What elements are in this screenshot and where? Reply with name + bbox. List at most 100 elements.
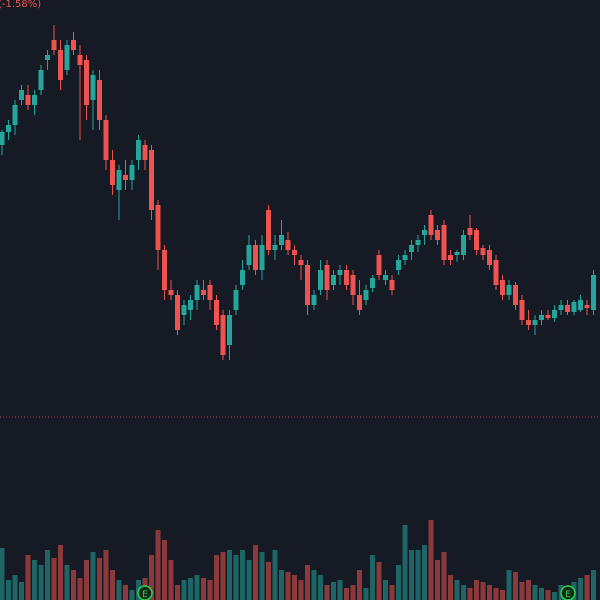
volume-bar: [168, 560, 174, 600]
volume-bar: [513, 572, 518, 600]
volume-bar: [532, 585, 538, 600]
candle-body: [591, 275, 596, 310]
candle-body: [461, 235, 466, 255]
candle-body: [233, 290, 239, 310]
candle-body: [454, 252, 460, 255]
candle-body: [136, 140, 141, 160]
candle-body: [220, 315, 226, 355]
volume-bar: [149, 555, 154, 600]
candle-body: [97, 80, 102, 120]
volume-bar: [103, 550, 109, 600]
volume-bar: [0, 548, 5, 600]
volume-bar: [389, 585, 395, 600]
volume-bar: [116, 580, 122, 600]
candle-body: [415, 240, 421, 245]
candle-body: [337, 270, 343, 275]
volume-bar: [233, 555, 239, 600]
volume-bar: [454, 580, 460, 600]
candle-body: [240, 270, 245, 285]
candle-body: [402, 255, 408, 260]
volume-bar: [578, 578, 583, 600]
volume-bar: [383, 580, 388, 600]
candle-body: [363, 290, 369, 300]
candle-body: [285, 240, 291, 250]
volume-bar: [51, 558, 57, 600]
candle-body: [279, 235, 284, 245]
volume-bar: [448, 575, 453, 600]
volume-bar: [467, 588, 473, 600]
candle-body: [350, 275, 356, 295]
candle-body: [58, 50, 63, 80]
volume-bar: [194, 575, 200, 600]
candle-body: [513, 285, 518, 305]
volume-bar: [12, 575, 18, 600]
candle-body: [493, 260, 499, 285]
volume-bar: [396, 565, 401, 600]
volume-bar: [272, 550, 278, 600]
volume-bar: [305, 565, 310, 600]
candle-body: [149, 150, 154, 210]
candle-body: [428, 215, 434, 235]
volume-bar: [441, 552, 447, 600]
volume-bar: [71, 570, 76, 600]
candle-body: [253, 245, 258, 270]
volume-bar: [539, 588, 544, 600]
volume-layer: [0, 520, 596, 600]
volume-bar: [363, 588, 369, 600]
volume-bar: [376, 562, 382, 600]
volume-bar: [285, 572, 291, 600]
volume-bar: [519, 582, 525, 600]
volume-bar: [227, 550, 232, 600]
volume-bar: [25, 555, 31, 600]
volume-bar: [64, 565, 70, 600]
candle-body: [32, 95, 37, 105]
candle-body: [357, 295, 362, 310]
candle-body: [71, 40, 76, 50]
volume-bar: [259, 552, 265, 600]
candle-body: [311, 295, 317, 305]
candle-body: [45, 55, 50, 60]
volume-bar: [292, 575, 297, 600]
candle-body: [207, 285, 213, 300]
candle-body: [318, 270, 323, 290]
volume-bar: [422, 545, 427, 600]
volume-bar: [428, 520, 434, 600]
candle-body: [116, 170, 122, 190]
candle-body: [19, 90, 24, 100]
candle-body: [383, 275, 388, 280]
volume-bar: [461, 585, 466, 600]
volume-bar: [402, 525, 408, 600]
volume-bar: [123, 585, 128, 600]
volume-bar: [487, 585, 492, 600]
candle-body: [539, 315, 544, 320]
candle-body: [155, 205, 161, 250]
candle-body: [545, 315, 551, 318]
candle-body: [298, 260, 304, 265]
volume-bar: [435, 560, 440, 600]
volume-bar: [318, 575, 323, 600]
candle-body: [448, 255, 453, 260]
candle-body: [272, 245, 278, 250]
earnings-marker[interactable]: [137, 585, 153, 600]
volume-bar: [84, 560, 89, 600]
candle-body: [519, 300, 525, 320]
earnings-marker[interactable]: [560, 585, 576, 600]
volume-bar: [214, 555, 219, 600]
volume-bar: [324, 585, 330, 600]
candle-body: [389, 280, 395, 290]
volume-bar: [201, 578, 206, 600]
candle-body: [227, 315, 232, 345]
volume-bar: [175, 585, 180, 600]
candle-body: [396, 260, 401, 270]
candle-body: [175, 295, 180, 330]
candle-body: [500, 280, 505, 295]
earnings-label[interactable]: E: [565, 590, 571, 600]
earnings-label[interactable]: E: [142, 590, 148, 600]
volume-bar: [591, 570, 596, 600]
candle-body: [38, 70, 44, 90]
change-label: (-1.58%): [0, 0, 41, 10]
volume-bar: [337, 580, 343, 600]
candle-body: [0, 132, 5, 145]
